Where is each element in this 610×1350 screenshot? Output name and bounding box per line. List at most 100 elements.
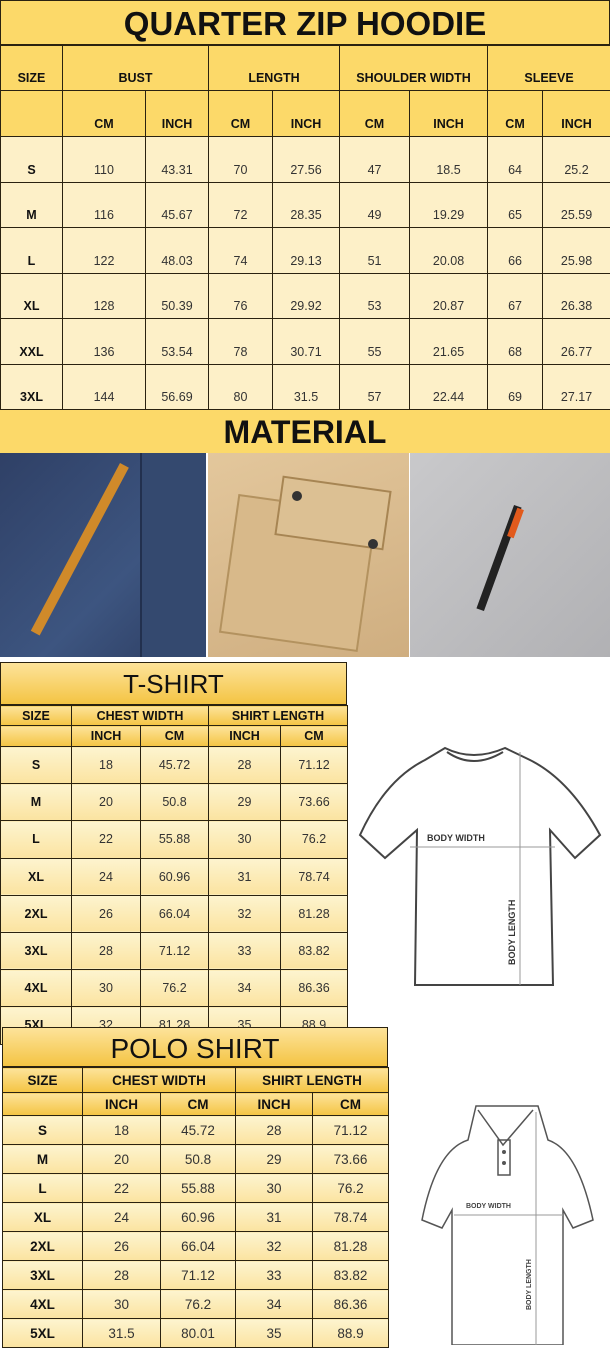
- khaki-pocket-photo: [208, 453, 409, 657]
- table-row: L 22 55.88 30 76.2: [0, 820, 349, 859]
- value-cell: 29: [235, 1144, 313, 1174]
- value-cell: 33: [235, 1260, 313, 1290]
- value-cell: 144: [62, 363, 146, 410]
- value-cell: 26.77: [542, 318, 610, 365]
- header-shirt-length: SHIRT LENGTH: [235, 1067, 389, 1093]
- value-cell: 29: [208, 783, 281, 822]
- subheader-inch: INCH: [82, 1092, 161, 1116]
- subheader-inch: INCH: [71, 725, 141, 747]
- value-cell: 45.72: [160, 1115, 236, 1145]
- table-row: XXL 136 53.54 78 30.71 55 21.65 68 26.77: [0, 318, 610, 365]
- value-cell: 34: [235, 1289, 313, 1319]
- value-cell: 66.04: [160, 1231, 236, 1261]
- subheader-cm: CM: [62, 90, 146, 137]
- value-cell: 18: [71, 745, 141, 785]
- value-cell: 18: [82, 1115, 161, 1145]
- value-cell: 57: [339, 363, 411, 410]
- value-cell: 25.2: [542, 136, 610, 183]
- subheader-cm: CM: [339, 90, 411, 137]
- value-cell: 22: [71, 820, 141, 859]
- value-cell: 53: [339, 272, 411, 319]
- value-cell: 30: [208, 820, 281, 859]
- tshirt-size-table: SIZE CHEST WIDTH SHIRT LENGTH INCH CM INCH CM S…: [0, 705, 349, 1045]
- value-cell: 128: [62, 272, 146, 319]
- value-cell: 45.67: [145, 181, 209, 228]
- value-cell: 18.5: [409, 136, 489, 183]
- value-cell: 31.5: [82, 1318, 161, 1348]
- value-cell: 28: [235, 1115, 313, 1145]
- subheader-inch: INCH: [235, 1092, 313, 1116]
- value-cell: 65: [487, 181, 544, 228]
- value-cell: 30: [235, 1173, 313, 1203]
- value-cell: 70: [208, 136, 273, 183]
- size-cell: S: [0, 745, 72, 785]
- value-cell: 73.66: [279, 783, 349, 822]
- value-cell: 34: [208, 969, 281, 1008]
- value-cell: 32: [235, 1231, 313, 1261]
- size-cell: M: [0, 181, 63, 228]
- value-cell: 55.88: [160, 1173, 236, 1203]
- subheader-cm: CM: [487, 90, 544, 137]
- size-cell: 3XL: [0, 931, 72, 971]
- table-row: XL 24 60.96 31 78.74: [0, 857, 349, 896]
- size-cell: 2XL: [2, 1231, 83, 1261]
- body-length-label: BODY LENGTH: [526, 1259, 533, 1310]
- table-row: XL 24 60.96 31 78.74: [2, 1202, 389, 1232]
- value-cell: 83.82: [312, 1260, 389, 1290]
- value-cell: 32: [208, 894, 281, 933]
- value-cell: 31: [235, 1202, 313, 1232]
- value-cell: 29.13: [271, 227, 341, 274]
- value-cell: 71.12: [140, 931, 209, 971]
- value-cell: 19.29: [409, 181, 489, 228]
- header-size: SIZE: [0, 45, 63, 91]
- value-cell: 122: [62, 227, 146, 274]
- button-icon: [502, 1150, 506, 1154]
- value-cell: 22: [82, 1173, 161, 1203]
- value-cell: 26.38: [542, 272, 610, 319]
- value-cell: 66: [487, 227, 544, 274]
- table-row: S 110 43.31 70 27.56 47 18.5 64 25.2: [0, 136, 610, 183]
- value-cell: 72: [208, 181, 273, 228]
- value-cell: 30: [82, 1289, 161, 1319]
- value-cell: 48.03: [145, 227, 209, 274]
- value-cell: 30: [71, 969, 141, 1008]
- value-cell: 55.88: [140, 820, 209, 859]
- value-cell: 136: [62, 318, 146, 365]
- subheader-cm: CM: [312, 1092, 389, 1116]
- value-cell: 71.12: [312, 1115, 389, 1145]
- subheader-cm: CM: [208, 90, 273, 137]
- table-row: 5XL 31.5 80.01 35 88.9: [2, 1318, 389, 1348]
- header-blank: [2, 1092, 83, 1116]
- size-cell: 4XL: [0, 969, 72, 1008]
- subheader-cm: CM: [279, 725, 349, 747]
- table-row: L 22 55.88 30 76.2: [2, 1173, 389, 1203]
- table-row: L 122 48.03 74 29.13 51 20.08 66 25.98: [0, 227, 610, 274]
- value-cell: 49: [339, 181, 411, 228]
- value-cell: 73.66: [312, 1144, 389, 1174]
- value-cell: 116: [62, 181, 146, 228]
- header-chest-width: CHEST WIDTH: [82, 1067, 236, 1093]
- value-cell: 76.2: [279, 820, 349, 859]
- value-cell: 64: [487, 136, 544, 183]
- size-cell: M: [0, 783, 72, 822]
- subheader-inch: INCH: [542, 90, 610, 137]
- body-width-label: BODY WIDTH: [427, 833, 485, 843]
- header-blank: [0, 90, 63, 137]
- polo-diagram: BODY WIDTH BODY LENGTH: [421, 1105, 594, 1345]
- value-cell: 22.44: [409, 363, 489, 410]
- value-cell: 20.08: [409, 227, 489, 274]
- size-cell: 3XL: [0, 363, 63, 410]
- value-cell: 50.8: [160, 1144, 236, 1174]
- size-cell: XL: [0, 857, 72, 896]
- table-row: 4XL 30 76.2 34 86.36: [2, 1289, 389, 1319]
- button-icon: [502, 1161, 506, 1165]
- table-row: 2XL 26 66.04 32 81.28: [0, 894, 349, 933]
- header-shirt-length: SHIRT LENGTH: [207, 705, 349, 726]
- value-cell: 43.31: [145, 136, 209, 183]
- subheader-cm: CM: [140, 725, 209, 747]
- value-cell: 78.74: [279, 857, 349, 896]
- value-cell: 28.35: [271, 181, 341, 228]
- value-cell: 69: [487, 363, 544, 410]
- header-size: SIZE: [2, 1067, 83, 1093]
- table-row: 3XL 28 71.12 33 83.82: [0, 931, 349, 971]
